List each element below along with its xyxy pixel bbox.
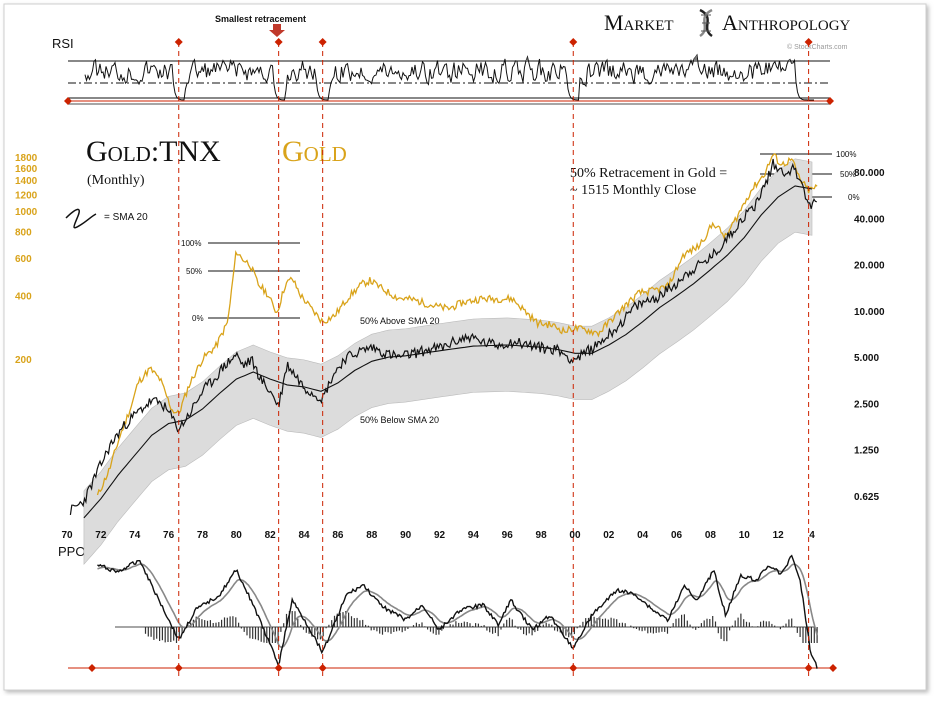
base-diamond-2 [826, 97, 834, 105]
y-left-tick-label: 200 [15, 355, 32, 366]
fib-late-100-label: 100% [836, 150, 856, 159]
ppo-layer [97, 554, 818, 669]
rsi-overbought-fill [788, 59, 790, 61]
subtitle-monthly: (Monthly) [87, 173, 145, 188]
marker-layer [64, 38, 837, 676]
x-tick-label: 72 [95, 530, 107, 541]
y-right-tick-label: 2.500 [854, 399, 879, 410]
x-tick-label: 02 [603, 530, 615, 541]
x-tick-label: 10 [739, 530, 751, 541]
sma-20-line [83, 185, 813, 519]
y-right-tick-label: 40.000 [854, 214, 885, 225]
y-left-tick-label: 1800 [15, 153, 38, 164]
y-right-tick-label: 5.000 [854, 353, 879, 364]
marker-diamond-top [318, 38, 327, 46]
x-tick-label: 08 [705, 530, 717, 541]
y-left-tick-label: 1400 [15, 176, 38, 187]
fib-early-50-label: 50% [186, 267, 202, 276]
sma-envelope-band [83, 158, 813, 566]
band-below-label: 50% Below SMA 20 [360, 415, 439, 425]
x-tick-label: 78 [197, 530, 209, 541]
x-tick-label: 98 [536, 530, 548, 541]
x-tick-label: 00 [569, 530, 581, 541]
marker-diamond-top [804, 38, 813, 46]
x-tick-label: 92 [434, 530, 446, 541]
stockcharts-credit: © StockCharts.com [787, 43, 848, 51]
main-title-ratio: Gold:TNX [86, 135, 221, 168]
base-diamond-3 [88, 664, 96, 672]
y-left-tick-label: 400 [15, 291, 32, 302]
envelope-band-layer [83, 158, 813, 566]
gold-price-line [96, 152, 818, 496]
main-title-gold: Gold [282, 135, 347, 168]
marker-diamond-top [174, 38, 183, 46]
x-tick-label: 96 [502, 530, 514, 541]
rsi-layer [84, 53, 814, 101]
retracement-arrow-icon [269, 24, 285, 37]
y-right-tick-label: 10.000 [854, 307, 885, 318]
x-tick-label: 84 [298, 530, 310, 541]
y-left-tick-label: 800 [15, 228, 32, 239]
rsi-overbought-fill [526, 56, 528, 61]
y-right-tick-label: 20.000 [854, 261, 885, 272]
smallest-retracement-label: Smallest retracement [215, 14, 306, 24]
marker-diamond-bottom [318, 664, 327, 672]
x-tick-label: 04 [637, 530, 649, 541]
x-tick-label: 4 [809, 530, 815, 541]
fib-early-100-label: 100% [181, 239, 201, 248]
ppo-panel-label: PPO [58, 544, 85, 559]
ppo-signal-line [97, 563, 818, 648]
base-diamond-1 [64, 97, 72, 105]
y-right-tick-label: 1.250 [854, 446, 879, 457]
x-tick-label: 88 [366, 530, 378, 541]
y-left-tick-label: 600 [15, 254, 32, 265]
y-left-tick-label: 1000 [15, 207, 38, 218]
band-above-label: 50% Above SMA 20 [360, 316, 440, 326]
brand-word-anthropology: Anthropology [722, 10, 851, 35]
marker-diamond-bottom [274, 664, 283, 672]
sma-squiggle-icon [65, 208, 97, 229]
y-left-tick-label: 1600 [15, 164, 38, 175]
gold-tnx-ratio-line [69, 158, 817, 515]
x-tick-label: 12 [773, 530, 785, 541]
retracement-note-line1: 50% Retracement in Gold = [570, 166, 727, 181]
marker-diamond-bottom [174, 664, 183, 672]
rsi-panel-label: RSI [52, 36, 74, 51]
base-diamond-4 [829, 664, 837, 672]
brand-word-market: Market [604, 10, 674, 35]
dna-helix-icon [699, 8, 713, 38]
fib-late-0-label: 0% [848, 193, 860, 202]
sma-legend-label: = SMA 20 [104, 212, 148, 223]
y-right-tick-label: 0.625 [854, 492, 879, 503]
retracement-note-line2: ~ 1515 Monthly Close [570, 183, 696, 198]
fib-late-50-label: 50% [840, 170, 856, 179]
x-tick-label: 06 [671, 530, 683, 541]
x-tick-label: 80 [231, 530, 243, 541]
marker-diamond-bottom [804, 664, 813, 672]
x-tick-label: 90 [400, 530, 412, 541]
rsi-line [84, 53, 814, 101]
x-tick-label: 76 [163, 530, 175, 541]
x-tick-label: 70 [61, 530, 73, 541]
ppo-line [97, 554, 818, 669]
marker-diamond-top [569, 38, 578, 46]
marker-diamond-top [274, 38, 283, 46]
marker-diamond-bottom [569, 664, 578, 672]
series-layer [69, 152, 818, 519]
x-tick-label: 82 [265, 530, 277, 541]
rsi-overbought-fill [694, 54, 697, 61]
x-tick-label: 94 [468, 530, 480, 541]
y-left-tick-label: 1200 [15, 190, 38, 201]
y-right-tick-label: 80.000 [854, 168, 885, 179]
x-tick-label: 74 [129, 530, 141, 541]
fib-early-0-label: 0% [192, 314, 204, 323]
axis-layer: 70 72 74 76 78 80 82 84 86 88 90 92 94 96 98 00 02 04 06 08… [15, 153, 885, 541]
x-tick-label: 86 [332, 530, 344, 541]
